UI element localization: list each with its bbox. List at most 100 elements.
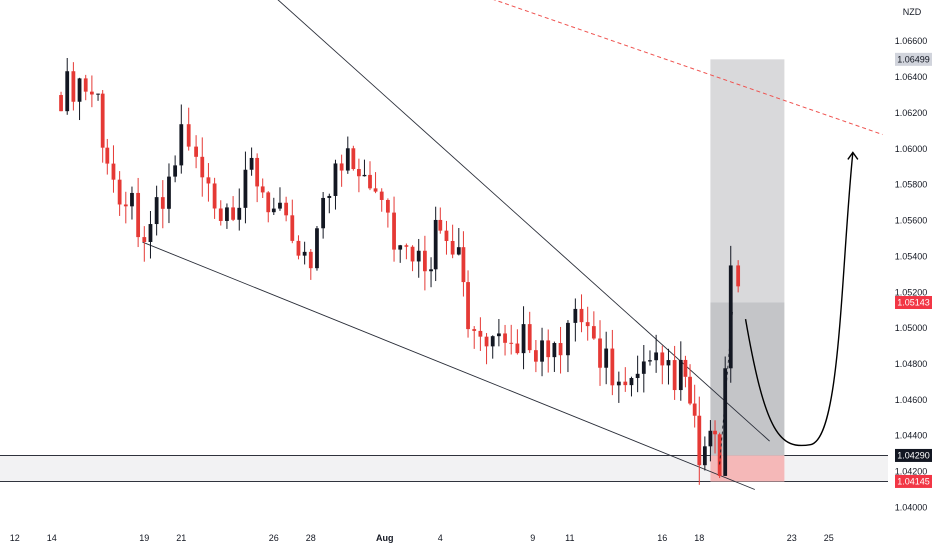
y-tick-label: 1.04400 <box>895 431 928 441</box>
candle-body <box>186 124 191 147</box>
candle-body <box>154 197 159 225</box>
price-label-box <box>895 474 932 488</box>
candle-body <box>450 240 455 255</box>
candle-body <box>466 282 470 330</box>
candle-body <box>623 381 628 386</box>
candle-body <box>96 93 100 95</box>
candle-body <box>77 78 82 102</box>
zones-layer <box>0 59 888 482</box>
candle-body <box>308 251 313 269</box>
candle-body <box>591 326 596 339</box>
candle-body <box>478 330 483 337</box>
candle-body <box>635 373 640 379</box>
y-tick-label: 1.05800 <box>895 180 928 190</box>
candle-body <box>333 163 338 196</box>
candle-body <box>321 197 326 229</box>
candle-body <box>496 333 501 337</box>
price-label-text: 1.04145 <box>897 476 930 486</box>
candle-body <box>702 446 707 466</box>
candle-body <box>302 251 307 256</box>
candle-body <box>610 348 615 386</box>
candle-body <box>65 71 70 112</box>
y-tick-label: 1.06200 <box>895 108 928 118</box>
candle-body <box>327 195 332 198</box>
candle-body <box>200 156 205 178</box>
candle-body <box>697 415 702 466</box>
candle-body <box>194 146 198 157</box>
y-tick-label: 1.04800 <box>895 359 928 369</box>
time-axis[interactable]: 12 14 19 21 26 28 Aug 4 9 11 16 18 23 25 <box>10 533 834 543</box>
price-label-box <box>895 295 932 309</box>
y-tick-label: 1.06400 <box>895 72 928 82</box>
candle-body <box>315 228 319 269</box>
candle-body <box>284 202 289 216</box>
price-label-text: 1.06499 <box>897 54 930 64</box>
candle-body <box>59 95 63 112</box>
y-tick-label: 1.06600 <box>895 36 928 46</box>
candle-body <box>416 250 421 262</box>
lower-trendline <box>142 241 755 490</box>
candle-body <box>179 124 184 166</box>
candle-body <box>290 215 295 241</box>
stop-zone <box>710 455 785 482</box>
candle-body <box>484 336 489 347</box>
candle-body <box>533 350 538 362</box>
candle-body <box>422 250 427 272</box>
candle-body <box>660 352 665 366</box>
candle-body <box>357 169 361 177</box>
y-tick-label: 1.05200 <box>895 287 928 297</box>
candle-body <box>105 147 110 164</box>
candle-body <box>461 247 466 283</box>
candle-body <box>604 348 609 368</box>
x-tick-label: 21 <box>176 533 186 543</box>
candle-body <box>598 338 602 368</box>
candle-body <box>89 91 94 95</box>
candle-body <box>509 342 514 344</box>
x-tick-label: Aug <box>376 533 394 543</box>
candle-body <box>490 336 495 347</box>
candle-body <box>225 207 229 221</box>
candle-body <box>130 192 134 207</box>
candle-body <box>71 71 76 102</box>
candle-body <box>503 333 507 343</box>
candle-body <box>266 192 271 213</box>
candle-body <box>339 163 344 171</box>
y-tick-label: 1.05600 <box>895 216 928 226</box>
candle-body <box>616 381 621 386</box>
candle-body <box>392 212 396 250</box>
candle-body <box>398 245 403 250</box>
candle-body <box>351 148 356 170</box>
candle-body <box>249 157 254 170</box>
candle-body <box>672 360 677 391</box>
candle-body <box>296 240 301 256</box>
candle-body <box>404 245 409 247</box>
candle-body <box>379 191 384 200</box>
candle-body <box>527 324 532 351</box>
candle-body <box>546 340 551 358</box>
candle-body <box>472 329 477 331</box>
candle-body <box>552 343 557 358</box>
currency-label: NZD <box>903 7 922 17</box>
candle-body <box>368 174 372 189</box>
candle-body <box>100 93 105 148</box>
candle-body <box>136 192 141 238</box>
candle-body <box>629 378 634 386</box>
y-tick-label: 1.05000 <box>895 323 928 333</box>
candle-body <box>444 230 449 241</box>
y-tick-label: 1.04000 <box>895 502 928 512</box>
candle-body <box>692 403 697 416</box>
candle-body <box>456 247 461 255</box>
candle-body <box>723 368 728 476</box>
candle-body <box>385 199 390 213</box>
candle-body <box>521 324 526 354</box>
x-tick-label: 4 <box>438 533 443 543</box>
candle-body <box>654 352 659 361</box>
price-axis[interactable]: NZD 1.06600 1.06400 1.06200 1.06000 1.05800 1… <box>895 7 928 512</box>
projection-arrowhead <box>847 151 859 160</box>
x-tick-label: 12 <box>10 533 20 543</box>
candle-body <box>237 207 242 220</box>
candle-body <box>438 219 443 231</box>
candle-body <box>540 340 544 362</box>
x-tick-label: 23 <box>787 533 797 543</box>
